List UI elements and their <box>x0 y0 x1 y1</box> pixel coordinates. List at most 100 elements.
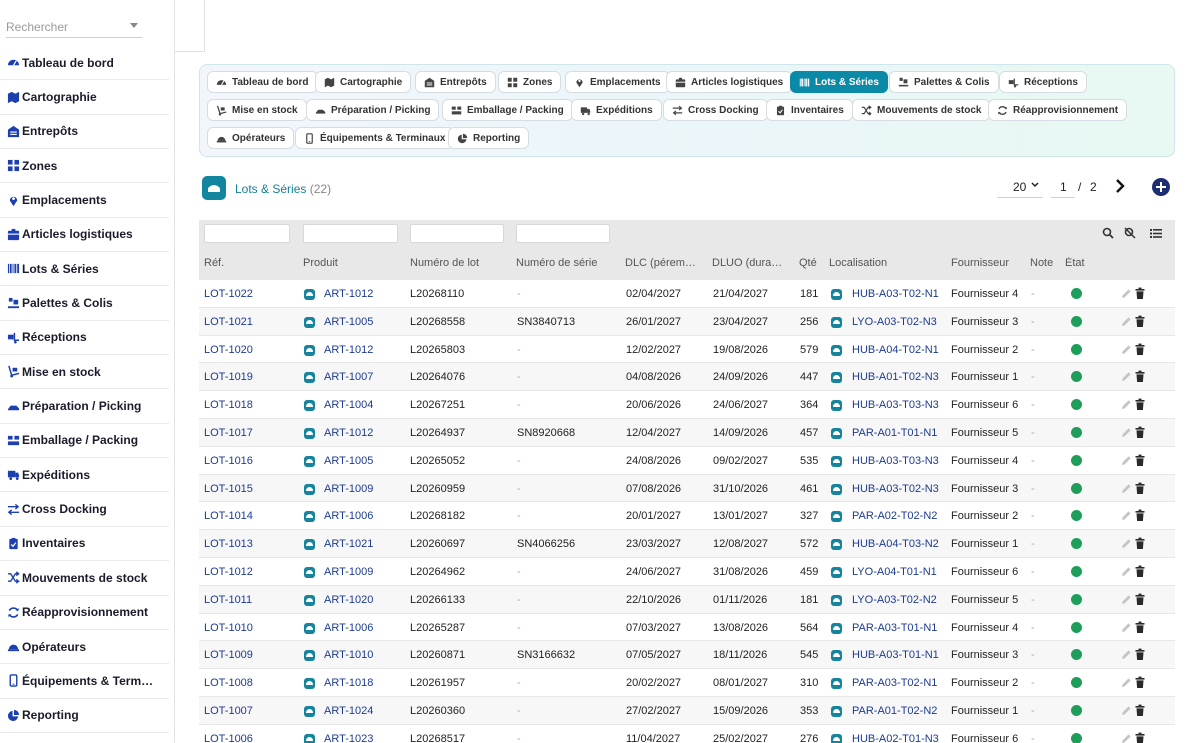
tab-9[interactable]: Mise en stock <box>207 99 307 121</box>
edit-icon[interactable] <box>1120 732 1132 743</box>
delete-icon[interactable] <box>1134 732 1146 743</box>
location-link[interactable]: HUB-A01-T02-N3 <box>852 371 939 384</box>
tab-13[interactable]: Cross Docking <box>663 99 768 121</box>
delete-icon[interactable] <box>1134 509 1146 522</box>
product-link[interactable]: ART-1009 <box>324 482 374 495</box>
tab-3[interactable]: Zones <box>498 71 562 93</box>
lot-ref-link[interactable]: LOT-1007 <box>204 704 253 717</box>
sidebar-item-10[interactable]: Préparation / Picking <box>0 389 169 424</box>
table-row[interactable]: LOT-1010 ART-1006 L20265287 - 07/03/2027 13/0… <box>199 614 1175 642</box>
delete-icon[interactable] <box>1134 426 1146 439</box>
tab-11[interactable]: Emballage / Packing <box>442 99 573 121</box>
lot-ref-link[interactable]: LOT-1021 <box>204 315 253 328</box>
sidebar-item-19[interactable]: Reporting <box>0 699 169 733</box>
table-row[interactable]: LOT-1018 ART-1004 L20267251 - 20/06/2026 24/0… <box>199 391 1175 419</box>
product-link[interactable]: ART-1006 <box>324 510 374 523</box>
column-header-10[interactable]: État <box>1065 257 1085 269</box>
lot-ref-link[interactable]: LOT-1010 <box>204 621 253 634</box>
location-link[interactable]: PAR-A01-T01-N1 <box>852 426 938 439</box>
column-header-1[interactable]: Produit <box>303 257 338 269</box>
delete-icon[interactable] <box>1134 593 1146 606</box>
edit-icon[interactable] <box>1120 648 1132 661</box>
location-link[interactable]: HUB-A03-T02-N1 <box>852 288 939 300</box>
tab-19[interactable]: Reporting <box>448 127 530 149</box>
delete-icon[interactable] <box>1134 482 1146 495</box>
delete-icon[interactable] <box>1134 676 1146 689</box>
delete-icon[interactable] <box>1134 315 1146 328</box>
table-row[interactable]: LOT-1022 ART-1012 L20268110 - 02/04/2027 21/0… <box>199 280 1175 308</box>
filter-serie-input[interactable] <box>516 224 610 243</box>
product-link[interactable]: ART-1018 <box>324 677 374 690</box>
chevron-down-icon[interactable] <box>130 23 138 28</box>
sidebar-item-8[interactable]: Réceptions <box>0 321 169 356</box>
tab-7[interactable]: Palettes & Colis <box>889 71 999 93</box>
location-link[interactable]: HUB-A03-T02-N3 <box>852 482 939 495</box>
location-link[interactable]: LYO-A03-T02-N3 <box>852 315 937 328</box>
table-row[interactable]: LOT-1017 ART-1012 L20264937 SN8920668 12/04/… <box>199 418 1175 447</box>
search-icon[interactable] <box>1102 227 1114 239</box>
sidebar-item-11[interactable]: Emballage / Packing <box>0 424 169 459</box>
table-row[interactable]: LOT-1009 ART-1010 L20260871 SN3166632 07/05/… <box>199 641 1175 670</box>
column-list-icon[interactable] <box>1150 227 1162 239</box>
lot-ref-link[interactable]: LOT-1016 <box>204 454 253 467</box>
lot-ref-link[interactable]: LOT-1008 <box>204 677 253 690</box>
product-link[interactable]: ART-1023 <box>324 732 374 743</box>
edit-icon[interactable] <box>1120 315 1132 328</box>
lot-ref-link[interactable]: LOT-1015 <box>204 482 253 495</box>
per-page-select[interactable]: 20 <box>997 176 1043 198</box>
edit-icon[interactable] <box>1120 398 1132 411</box>
lot-ref-link[interactable]: LOT-1019 <box>204 371 253 384</box>
product-link[interactable]: ART-1005 <box>324 315 374 328</box>
column-header-4[interactable]: DLC (pérem… <box>625 257 696 269</box>
filter-ref-input[interactable] <box>204 224 290 243</box>
sidebar-item-4[interactable]: Emplacements <box>0 183 169 218</box>
product-link[interactable]: ART-1010 <box>324 649 374 662</box>
delete-icon[interactable] <box>1134 704 1146 717</box>
table-row[interactable]: LOT-1006 ART-1023 L20268517 - 11/04/2027 25/0… <box>199 725 1175 743</box>
sidebar-item-5[interactable]: Articles logistiques <box>0 218 169 253</box>
tab-15[interactable]: Mouvements de stock <box>852 99 991 121</box>
tab-18[interactable]: Équipements & Terminaux <box>295 127 455 149</box>
edit-icon[interactable] <box>1120 537 1132 550</box>
column-header-3[interactable]: Numéro de série <box>516 257 598 269</box>
tab-1[interactable]: Cartographie <box>315 71 412 93</box>
delete-icon[interactable] <box>1134 537 1146 550</box>
lot-ref-link[interactable]: LOT-1022 <box>204 288 253 300</box>
sidebar-item-14[interactable]: Inventaires <box>0 527 169 562</box>
location-link[interactable]: PAR-A03-T01-N1 <box>852 621 938 634</box>
table-row[interactable]: LOT-1019 ART-1007 L20264076 - 04/08/2026 24/0… <box>199 363 1175 392</box>
table-row[interactable]: LOT-1007 ART-1024 L20260360 - 27/02/2027 15/0… <box>199 696 1175 725</box>
add-lot-button[interactable] <box>1152 178 1170 196</box>
sidebar-item-13[interactable]: Cross Docking <box>0 492 169 527</box>
sidebar-item-2[interactable]: Entrepôts <box>0 115 169 150</box>
filter-produit-input[interactable] <box>303 224 398 243</box>
product-link[interactable]: ART-1021 <box>324 538 374 551</box>
delete-icon[interactable] <box>1134 398 1146 411</box>
location-link[interactable]: HUB-A04-T03-N2 <box>852 538 939 551</box>
column-header-6[interactable]: Qté <box>799 257 817 269</box>
edit-icon[interactable] <box>1120 426 1132 439</box>
sidebar-item-15[interactable]: Mouvements de stock <box>0 561 169 596</box>
edit-icon[interactable] <box>1120 482 1132 495</box>
tab-17[interactable]: Opérateurs <box>207 127 295 149</box>
delete-icon[interactable] <box>1134 565 1146 578</box>
location-link[interactable]: HUB-A03-T03-N3 <box>852 399 939 412</box>
sidebar-item-0[interactable]: Tableau de bord <box>0 46 169 81</box>
tab-8[interactable]: Réceptions <box>999 71 1087 93</box>
location-link[interactable]: HUB-A04-T02-N1 <box>852 343 939 356</box>
column-header-2[interactable]: Numéro de lot <box>410 257 480 269</box>
tab-6[interactable]: Lots & Séries <box>790 71 888 93</box>
table-row[interactable]: LOT-1013 ART-1021 L20260697 SN4066256 23/03/… <box>199 530 1175 558</box>
tab-2[interactable]: Entrepôts <box>415 71 496 93</box>
sidebar-item-3[interactable]: Zones <box>0 149 169 184</box>
location-link[interactable]: HUB-A02-T01-N3 <box>852 732 939 743</box>
edit-icon[interactable] <box>1120 454 1132 467</box>
product-link[interactable]: ART-1020 <box>324 593 374 606</box>
product-link[interactable]: ART-1024 <box>324 704 374 717</box>
sidebar-item-17[interactable]: Opérateurs <box>0 630 169 665</box>
edit-icon[interactable] <box>1120 287 1132 300</box>
table-row[interactable]: LOT-1014 ART-1006 L20268182 - 20/01/2027 13/0… <box>199 502 1175 531</box>
sidebar-item-9[interactable]: Mise en stock <box>0 355 169 390</box>
lot-ref-link[interactable]: LOT-1018 <box>204 399 253 412</box>
edit-icon[interactable] <box>1120 593 1132 606</box>
